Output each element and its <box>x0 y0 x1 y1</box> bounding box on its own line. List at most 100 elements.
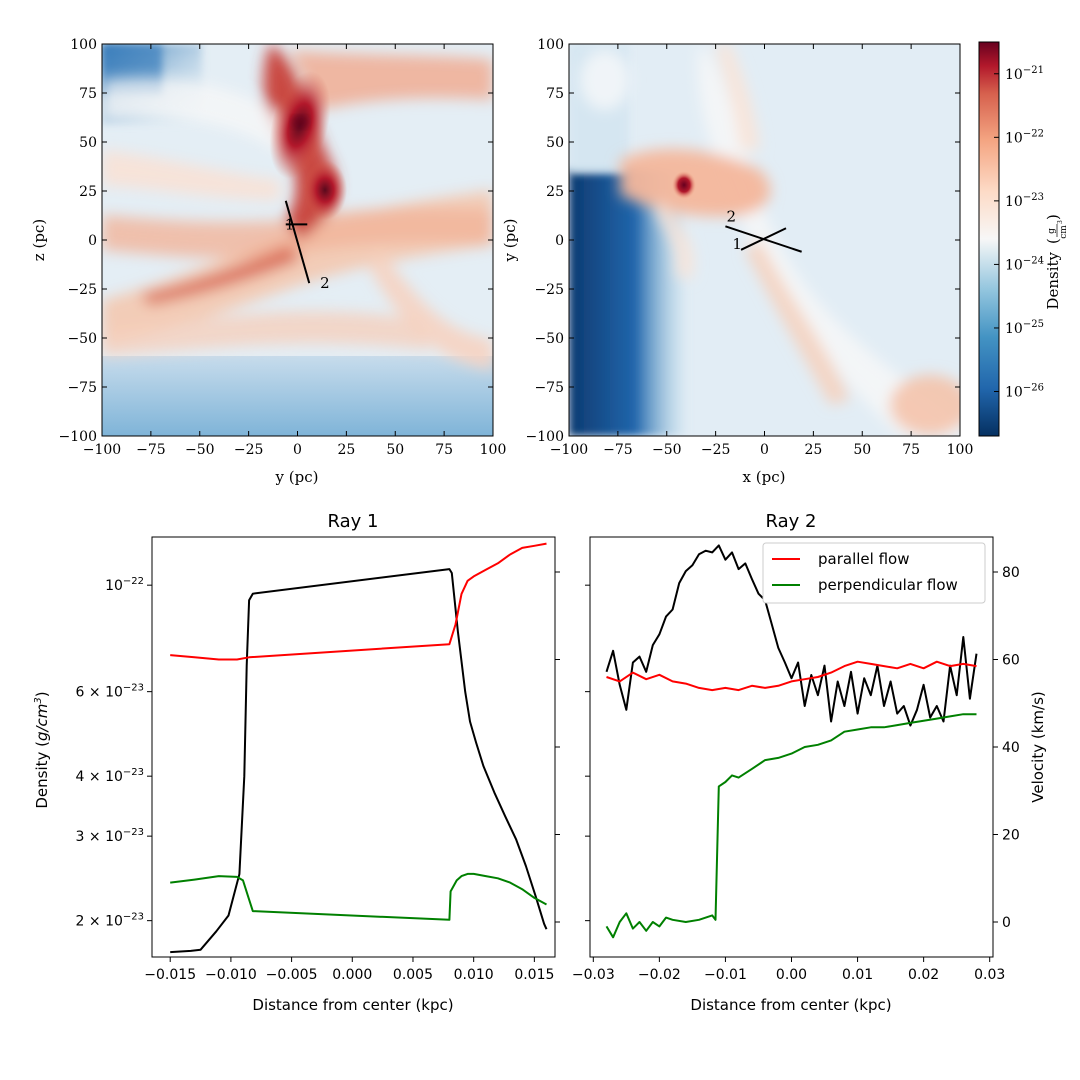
y-tick-label: −50 <box>534 331 564 347</box>
heatmap-left-image <box>102 44 493 436</box>
heatmap-left-rays: 12 <box>284 200 330 292</box>
heatmap-left-xlabel: y (pc) <box>275 468 319 486</box>
series-parallel-flow <box>170 542 547 661</box>
ray1-frame <box>151 536 556 958</box>
x-tick-label: 50 <box>853 442 871 458</box>
x-tick-label: −25 <box>234 442 264 458</box>
colorbar-tick-base: 10 <box>1005 321 1023 337</box>
y-tick-label: −25 <box>67 282 97 298</box>
ray-segment <box>740 227 787 251</box>
ray2-title: Ray 2 <box>766 511 817 532</box>
colorbar-tick-base: 10 <box>1005 194 1023 210</box>
colorbar-label-unit-den: cm <box>1059 225 1069 239</box>
ray1-ticks: −0.015 −0.010 −0.005 0.000 0.005 0.010 0.015 10… <box>76 571 560 983</box>
x-tick-label: 25 <box>804 442 822 458</box>
y2-tick-label: 80 <box>1002 565 1020 581</box>
colorbar-label: Density ( g cm 3 ) <box>1044 214 1069 309</box>
y-tick-label: −100 <box>526 429 564 445</box>
series-density <box>170 568 548 954</box>
colorbar-tick-base: 10 <box>1005 67 1023 83</box>
x-tick-label: 100 <box>480 442 507 458</box>
y-tick-label: 0 <box>555 233 564 249</box>
heatmap-right-ticks: −100 −75 −50 −25 0 25 50 75 100 −100 −75 −50 −25 0 25 5… <box>526 37 974 458</box>
y2-tick-label: 60 <box>1002 653 1020 669</box>
ray1-xlabel: Distance from center (kpc) <box>252 996 453 1014</box>
heatmap-right-xlabel: x (pc) <box>743 468 786 486</box>
colorbar-tick-label: 10−24 <box>1005 255 1044 273</box>
y-tick-label: 10−22 <box>105 576 144 594</box>
y-tick-label: 2 × 10−23 <box>76 912 144 930</box>
y-tick-mantissa: 10 <box>105 578 123 594</box>
x-tick-label: −0.005 <box>266 967 318 983</box>
legend-label-perpendicular: perpendicular flow <box>818 576 958 594</box>
x-tick-label: 0.02 <box>908 967 939 983</box>
series-density <box>605 544 978 727</box>
y-tick-label: 25 <box>79 184 97 200</box>
series-parallel-flow <box>606 660 977 692</box>
colorbar-label-unit-exp: 3 <box>1057 220 1064 224</box>
y-tick-label: 75 <box>546 86 564 102</box>
y-tick-label: 6 × 10−23 <box>76 683 144 701</box>
y-tick-label: −100 <box>59 429 97 445</box>
y-tick-exponent: −23 <box>123 912 144 923</box>
colorbar-tick-exp: −24 <box>1023 255 1044 266</box>
y-tick-label: −75 <box>534 380 564 396</box>
x-tick-label: −75 <box>136 442 166 458</box>
ray-marker-label-1: 1 <box>732 235 742 253</box>
series-perpendicular-flow <box>170 872 547 921</box>
y-tick-exponent: −23 <box>123 827 144 838</box>
x-tick-label: −0.015 <box>144 967 196 983</box>
y-tick-label: 100 <box>537 37 564 53</box>
y-tick-mantissa: 3 × 10 <box>76 829 123 845</box>
ray1-ylabel-d: ) <box>33 691 51 697</box>
ray-marker-label-1: 1 <box>285 215 295 233</box>
ray2-ylabel: Velocity (km/s) <box>1029 691 1047 802</box>
y-tick-mantissa: 4 × 10 <box>76 769 123 785</box>
x-tick-label: −25 <box>701 442 731 458</box>
y-tick-exponent: −22 <box>123 576 144 587</box>
heatmap-left: −100 −75 −50 −25 0 25 50 75 100 −100 −75 −50 −25 0 25 5… <box>30 37 506 486</box>
ray-marker-label-2: 2 <box>726 207 736 225</box>
ray2-xlabel: Distance from center (kpc) <box>690 996 891 1014</box>
ray1-series <box>170 542 548 954</box>
x-tick-label: 50 <box>386 442 404 458</box>
colorbar-tick-base: 10 <box>1005 385 1023 401</box>
colorbar-tick-label: 10−23 <box>1005 192 1044 210</box>
x-tick-label: 75 <box>435 442 453 458</box>
x-tick-label: 0.000 <box>332 967 372 983</box>
ray2-legend: parallel flow perpendicular flow <box>762 542 986 604</box>
x-tick-label: −50 <box>185 442 215 458</box>
y-tick-label: −25 <box>534 282 564 298</box>
ray2-legend-box <box>762 542 986 604</box>
x-tick-label: 0.03 <box>974 967 1005 983</box>
x-tick-label: 75 <box>902 442 920 458</box>
x-tick-label: −50 <box>652 442 682 458</box>
x-tick-label: 100 <box>947 442 974 458</box>
colorbar-label-prefix: Density <box>1044 251 1062 309</box>
y-tick-label: 100 <box>70 37 97 53</box>
ray1-ylabel-a: Density ( <box>33 741 51 809</box>
colorbar-tick-exp: −25 <box>1023 319 1044 330</box>
y-tick-label: 50 <box>79 135 97 151</box>
y-tick-label: 50 <box>546 135 564 151</box>
y-tick-mantissa: 6 × 10 <box>76 685 123 701</box>
heatmap-right-ylabel: y (pc) <box>501 219 519 263</box>
ray2-ticks: −0.03 −0.02 −0.01 0.00 0.01 0.02 0.03 0 20 40 60 80 <box>572 565 1020 983</box>
colorbar-tick-exp: −26 <box>1023 383 1044 394</box>
colorbar-label-unit-num: g <box>1047 228 1057 234</box>
y2-tick-label: 40 <box>1002 740 1020 756</box>
colorbar-tick-base: 10 <box>1005 130 1023 146</box>
x-tick-label: −100 <box>550 442 588 458</box>
y-tick-label: 0 <box>88 233 97 249</box>
x-tick-label: 0.005 <box>393 967 433 983</box>
y2-tick-label: 20 <box>1002 828 1020 844</box>
ray1-title: Ray 1 <box>328 511 379 532</box>
x-tick-label: −100 <box>83 442 121 458</box>
colorbar-tick-label: 10−26 <box>1005 383 1044 401</box>
colorbar-tick-exp: −23 <box>1023 192 1044 203</box>
ray2-panel: Ray 2 −0.03 −0.02 −0.01 0.00 0.01 0.02 0.03 0 20… <box>572 511 1047 1014</box>
x-tick-label: 0.010 <box>454 967 494 983</box>
